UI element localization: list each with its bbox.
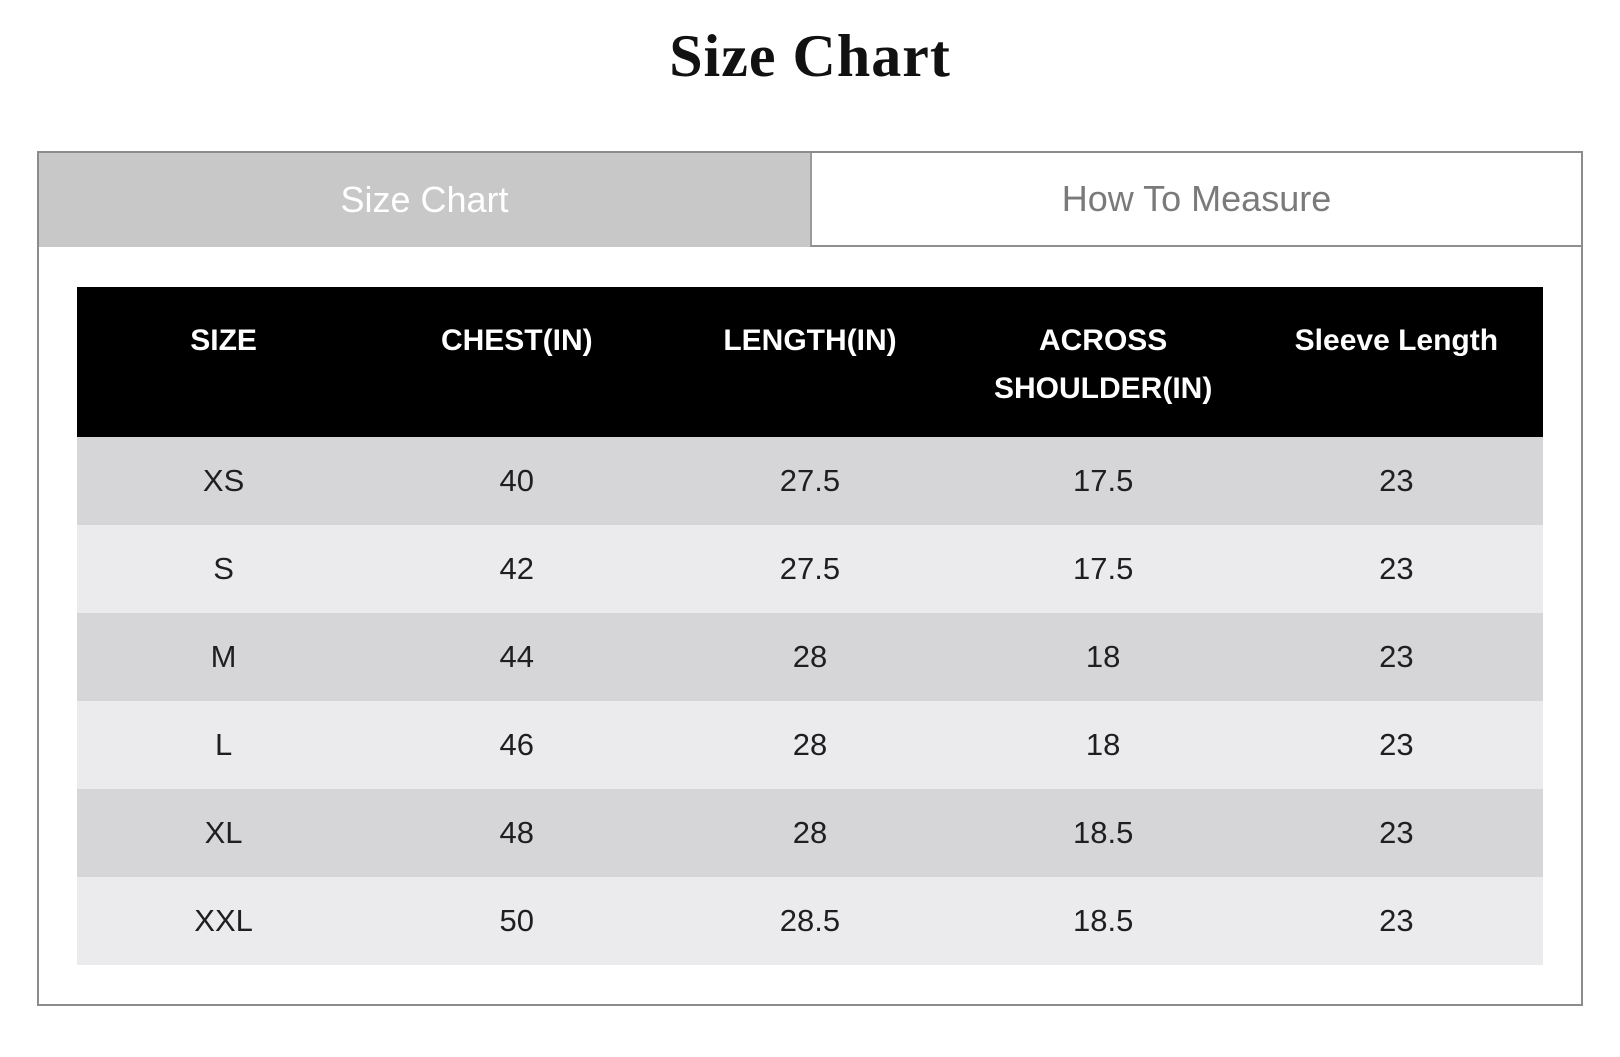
- table-row-xxl: XXL 50 28.5 18.5 23: [77, 877, 1543, 966]
- cell-size: XXL: [194, 903, 253, 939]
- cell-size: L: [214, 727, 233, 763]
- cell-size: XS: [202, 463, 245, 499]
- cell-chest: 48: [499, 815, 535, 851]
- cell-length: 27.5: [779, 463, 841, 499]
- tab-size-chart[interactable]: Size Chart: [39, 153, 810, 248]
- cell-sleeve: 23: [1379, 639, 1414, 675]
- cell-length: 28: [792, 815, 828, 851]
- page-title: Size Chart: [669, 23, 951, 89]
- table-row-xl: XL 48 28 18.5 23: [77, 789, 1543, 878]
- cell-sleeve: 23: [1379, 903, 1414, 939]
- cell-sleeve: 23: [1379, 551, 1414, 587]
- cell-shoulder: 18: [1085, 727, 1121, 763]
- cell-size: S: [213, 551, 234, 587]
- cell-size: XL: [204, 815, 243, 851]
- tab-bar: Size Chart How To Measure: [39, 153, 1581, 248]
- cell-length: 28: [792, 639, 828, 675]
- header-row: SIZE CHEST(IN) LENGTH(IN) ACROSS SHOULDE…: [77, 287, 1543, 438]
- cell-chest: 44: [499, 639, 535, 675]
- column-header-chest: CHEST(IN): [370, 287, 664, 438]
- cell-shoulder: 17.5: [1072, 463, 1134, 499]
- cell-size: M: [210, 639, 237, 675]
- size-table: SIZE CHEST(IN) LENGTH(IN) ACROSS SHOULDE…: [77, 287, 1543, 966]
- tab-content: SIZE CHEST(IN) LENGTH(IN) ACROSS SHOULDE…: [39, 247, 1581, 1004]
- column-header-sleeve: Sleeve Length: [1249, 287, 1543, 438]
- cell-length: 28.5: [779, 903, 841, 939]
- table-row-l: L 46 28 18 23: [77, 701, 1543, 790]
- cell-chest: 42: [499, 551, 535, 587]
- column-header-shoulder: ACROSS SHOULDER(IN): [956, 287, 1250, 438]
- tab-size-chart-label: Size Chart: [340, 179, 509, 221]
- cell-sleeve: 23: [1379, 727, 1414, 763]
- size-table-header: SIZE CHEST(IN) LENGTH(IN) ACROSS SHOULDE…: [77, 287, 1543, 438]
- cell-chest: 40: [499, 463, 535, 499]
- tab-how-to-measure-label: How To Measure: [1061, 178, 1332, 220]
- table-row-xs: XS 40 27.5 17.5 23: [77, 437, 1543, 526]
- cell-length: 27.5: [779, 551, 841, 587]
- cell-chest: 46: [499, 727, 535, 763]
- column-header-size: SIZE: [77, 287, 371, 438]
- column-header-length: LENGTH(IN): [663, 287, 957, 438]
- cell-shoulder: 18.5: [1072, 815, 1134, 851]
- cell-shoulder: 17.5: [1072, 551, 1134, 587]
- size-chart-card: Size Chart How To Measure SIZE CHEST(IN)…: [37, 151, 1583, 1007]
- table-row-s: S 42 27.5 17.5 23: [77, 525, 1543, 614]
- cell-chest: 50: [499, 903, 535, 939]
- cell-shoulder: 18.5: [1072, 903, 1134, 939]
- cell-sleeve: 23: [1379, 815, 1414, 851]
- size-table-body: XS 40 27.5 17.5 23 S 42 27.5 17.5 23 M 4…: [77, 437, 1543, 966]
- tab-how-to-measure[interactable]: How To Measure: [810, 153, 1581, 248]
- cell-length: 28: [792, 727, 828, 763]
- table-row-m: M 44 28 18 23: [77, 613, 1543, 702]
- cell-shoulder: 18: [1085, 639, 1121, 675]
- cell-sleeve: 23: [1379, 463, 1414, 499]
